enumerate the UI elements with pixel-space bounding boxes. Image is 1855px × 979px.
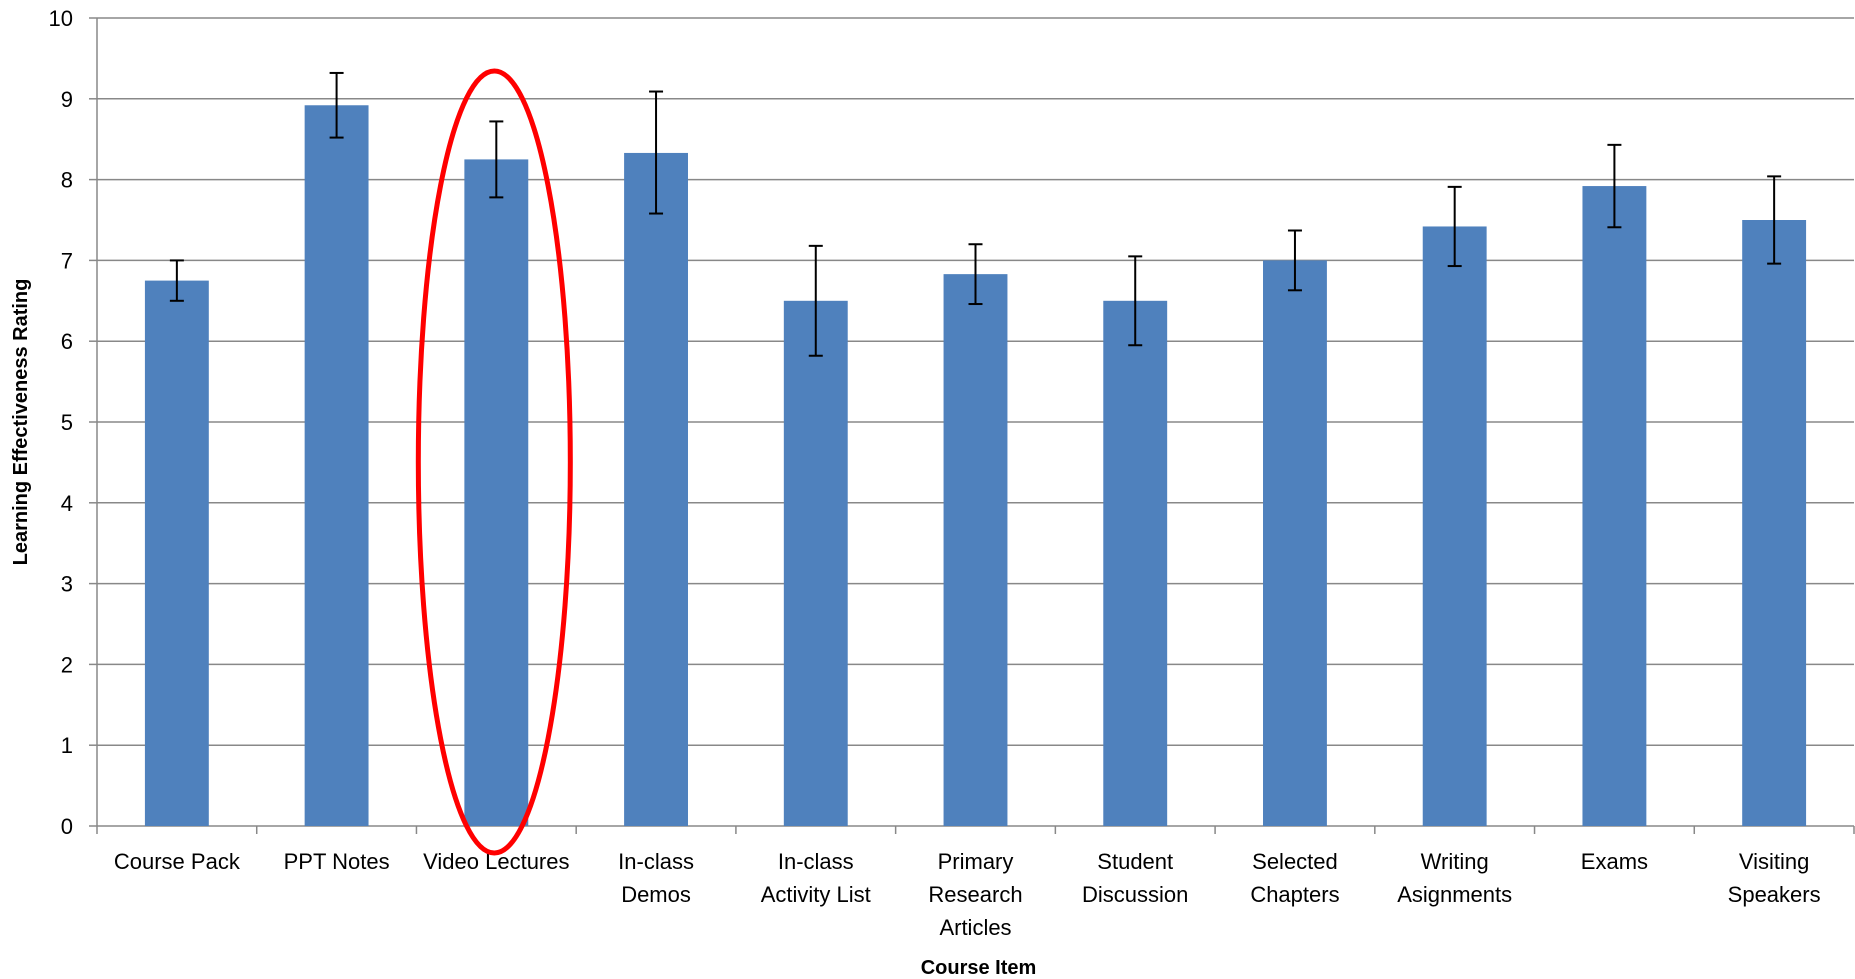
y-tick-label: 8 xyxy=(61,168,73,193)
x-category-label: Asignments xyxy=(1397,882,1512,907)
bar xyxy=(1422,226,1487,827)
bars xyxy=(144,105,1807,827)
x-category-label: Student xyxy=(1097,849,1173,874)
y-axis-title: Learning Effectiveness Rating xyxy=(10,279,32,566)
x-axis-title: Course Item xyxy=(921,957,1037,979)
x-category-label: Exams xyxy=(1581,849,1648,874)
x-category-label: Speakers xyxy=(1728,882,1821,907)
y-tick-label: 2 xyxy=(61,652,73,677)
x-category-label: Visiting xyxy=(1739,849,1810,874)
bar xyxy=(464,159,529,826)
x-category-label: Articles xyxy=(939,915,1011,940)
highlight-ellipse xyxy=(415,68,573,856)
x-category-label: In-class xyxy=(778,849,854,874)
y-tick-label: 3 xyxy=(61,572,73,597)
bar xyxy=(783,300,848,826)
error-bars xyxy=(169,71,1782,357)
y-tick-label: 1 xyxy=(61,733,73,758)
x-category-label: Activity List xyxy=(761,882,871,907)
bar xyxy=(1742,220,1807,826)
y-tick-label: 6 xyxy=(61,329,73,354)
x-category-label: Writing xyxy=(1421,849,1489,874)
bar xyxy=(943,274,1008,826)
bar xyxy=(304,105,369,827)
bar xyxy=(1103,300,1168,826)
highlight-annotation xyxy=(415,68,573,856)
y-tick-label: 10 xyxy=(49,6,73,31)
x-category-label: Primary xyxy=(938,849,1014,874)
y-tick-label: 7 xyxy=(61,248,73,273)
y-tick-label: 9 xyxy=(61,87,73,112)
x-category-label: Selected xyxy=(1252,849,1338,874)
x-category-label: Research xyxy=(928,882,1022,907)
x-category-label: Chapters xyxy=(1250,882,1339,907)
x-category-label: In-class xyxy=(618,849,694,874)
y-tick-label: 4 xyxy=(61,491,73,516)
bar xyxy=(624,152,688,826)
bar xyxy=(144,280,209,827)
bar xyxy=(1263,260,1327,826)
x-category-label: Demos xyxy=(621,882,691,907)
y-tick-label: 5 xyxy=(61,410,73,435)
x-category-label: Course Pack xyxy=(114,849,241,874)
x-category-label: Discussion xyxy=(1082,882,1188,907)
x-category-label: PPT Notes xyxy=(284,849,390,874)
bar xyxy=(1582,186,1647,827)
y-tick-label: 0 xyxy=(61,814,73,839)
